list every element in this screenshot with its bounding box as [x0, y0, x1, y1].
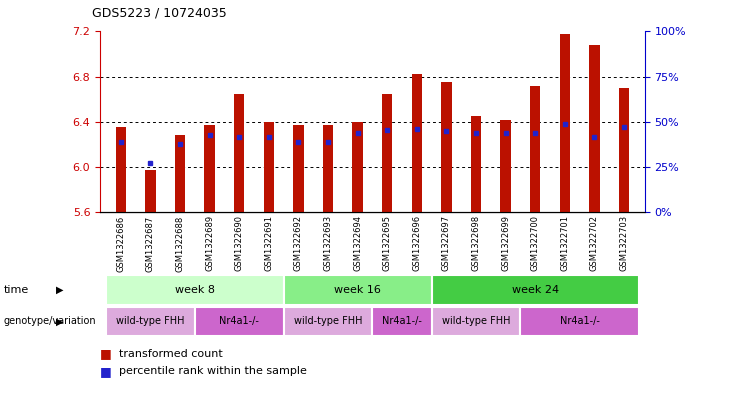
Text: GSM1322688: GSM1322688	[176, 215, 185, 272]
Text: wild-type FHH: wild-type FHH	[442, 316, 511, 326]
Text: Nr4a1-/-: Nr4a1-/-	[559, 316, 599, 326]
Text: GSM1322686: GSM1322686	[116, 215, 125, 272]
Text: percentile rank within the sample: percentile rank within the sample	[119, 366, 307, 376]
Bar	[441, 82, 451, 212]
Text: GSM1322693: GSM1322693	[324, 215, 333, 272]
Bar	[353, 122, 363, 212]
Text: GSM1322687: GSM1322687	[146, 215, 155, 272]
Bar	[264, 122, 274, 212]
Bar	[500, 119, 511, 212]
Text: Nr4a1-/-: Nr4a1-/-	[382, 316, 422, 326]
Bar	[411, 74, 422, 212]
Bar	[284, 307, 372, 336]
Text: ▶: ▶	[56, 316, 63, 326]
Text: GDS5223 / 10724035: GDS5223 / 10724035	[92, 7, 227, 20]
Bar	[382, 94, 392, 212]
Text: wild-type FHH: wild-type FHH	[293, 316, 362, 326]
Bar	[530, 86, 540, 212]
Text: GSM1322702: GSM1322702	[590, 215, 599, 271]
Text: wild-type FHH: wild-type FHH	[116, 316, 185, 326]
Text: week 8: week 8	[175, 285, 215, 295]
Bar	[234, 94, 245, 212]
Text: GSM1322690: GSM1322690	[235, 215, 244, 271]
Bar	[116, 127, 126, 212]
Text: GSM1322701: GSM1322701	[560, 215, 569, 271]
Bar	[373, 307, 431, 336]
Bar	[431, 275, 639, 305]
Text: GSM1322689: GSM1322689	[205, 215, 214, 272]
Bar	[293, 125, 304, 212]
Text: GSM1322697: GSM1322697	[442, 215, 451, 272]
Text: GSM1322695: GSM1322695	[382, 215, 392, 271]
Text: ■: ■	[100, 365, 112, 378]
Text: week 24: week 24	[511, 285, 559, 295]
Bar	[145, 171, 156, 212]
Text: Nr4a1-/-: Nr4a1-/-	[219, 316, 259, 326]
Bar	[559, 34, 570, 212]
Text: GSM1322699: GSM1322699	[501, 215, 510, 271]
Bar	[205, 125, 215, 212]
Bar	[195, 307, 284, 336]
Text: transformed count: transformed count	[119, 349, 222, 359]
Bar	[431, 307, 520, 336]
Bar	[106, 307, 195, 336]
Bar	[520, 307, 639, 336]
Text: GSM1322696: GSM1322696	[412, 215, 421, 272]
Text: time: time	[4, 285, 29, 295]
Text: GSM1322698: GSM1322698	[471, 215, 480, 272]
Text: ■: ■	[100, 347, 112, 360]
Bar	[471, 116, 481, 212]
Text: GSM1322691: GSM1322691	[265, 215, 273, 271]
Text: week 16: week 16	[334, 285, 381, 295]
Bar	[619, 88, 629, 212]
Text: genotype/variation: genotype/variation	[4, 316, 96, 326]
Bar	[589, 45, 599, 212]
Bar	[106, 275, 284, 305]
Text: GSM1322692: GSM1322692	[294, 215, 303, 271]
Text: ▶: ▶	[56, 285, 63, 295]
Text: GSM1322694: GSM1322694	[353, 215, 362, 271]
Bar	[323, 125, 333, 212]
Bar	[284, 275, 431, 305]
Text: GSM1322703: GSM1322703	[619, 215, 628, 272]
Text: GSM1322700: GSM1322700	[531, 215, 539, 271]
Bar	[175, 136, 185, 212]
